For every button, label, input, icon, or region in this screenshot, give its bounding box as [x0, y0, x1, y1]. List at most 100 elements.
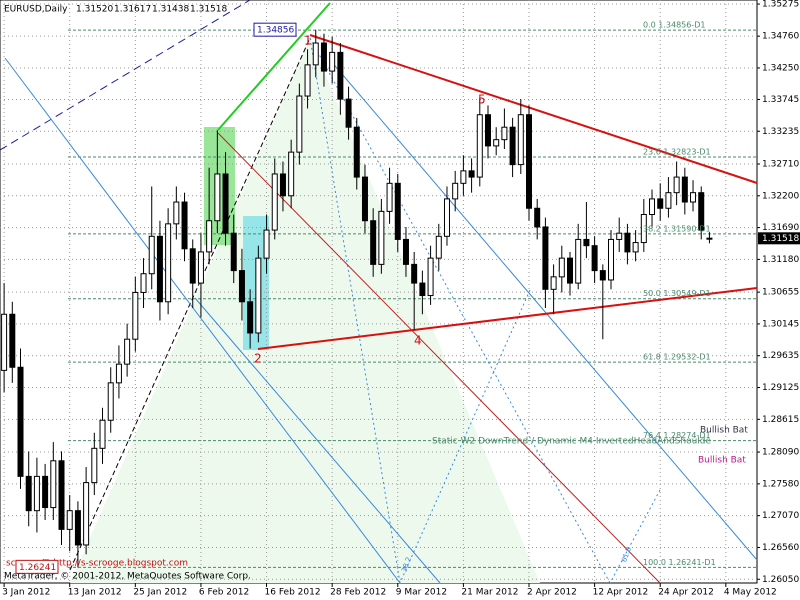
candle-body — [25, 475, 32, 512]
point-label: 4 — [414, 334, 422, 348]
candle-body — [501, 126, 508, 141]
x-tick-label: 4 May 2012 — [724, 588, 777, 598]
candle-body — [493, 139, 500, 147]
candle-body — [140, 273, 147, 293]
current-price-box — [758, 232, 800, 245]
candle-body — [33, 475, 40, 512]
fib-label: 0.0 1.34856-D1 — [643, 21, 705, 30]
header-high: 1.31617 — [114, 5, 151, 15]
header-open: 1.31520 — [76, 5, 113, 15]
candle-body — [657, 198, 664, 209]
candle-body — [673, 176, 680, 194]
y-tick-label: 1.33745 — [762, 95, 799, 105]
candle-body — [484, 114, 491, 147]
candle-body — [337, 51, 344, 100]
y-tick-label: 1.29635 — [762, 351, 799, 361]
candle-body — [649, 198, 656, 215]
candle-body — [550, 276, 557, 290]
candle-body — [435, 235, 442, 259]
y-tick-label: 1.31180 — [762, 255, 799, 265]
candle-body — [378, 210, 385, 265]
candle-body — [230, 232, 237, 272]
candle-body — [608, 238, 615, 281]
candle-body — [238, 270, 245, 303]
candle-body — [181, 201, 188, 250]
candle-body — [66, 510, 73, 530]
y-tick-label: 1.32200 — [762, 191, 799, 201]
candle-body — [402, 238, 409, 265]
y-tick-label: 1.34760 — [762, 32, 799, 42]
y-tick-label: 1.32710 — [762, 159, 799, 169]
header-low: 1.31438 — [152, 5, 189, 15]
candle-body — [353, 126, 360, 178]
candle-body — [42, 475, 49, 509]
candle-body — [99, 419, 106, 449]
candle-body — [222, 173, 229, 234]
candle-body — [58, 460, 65, 530]
candle-body — [74, 510, 81, 546]
candle-body — [320, 42, 327, 72]
candle-body — [681, 176, 688, 203]
candle-body — [288, 151, 295, 197]
price-box — [253, 22, 297, 37]
candle-body — [107, 382, 114, 421]
y-tick-label: 1.26050 — [762, 575, 799, 585]
candle-body — [616, 232, 623, 240]
fib-label: 50.0 1.30549-D1 — [643, 289, 711, 298]
y-tick-label: 1.30145 — [762, 319, 799, 329]
y-tick-label: 1.31690 — [762, 223, 799, 233]
channel-line — [194, 297, 441, 584]
x-tick-label: 2 Apr 2012 — [527, 588, 577, 598]
candle-body — [304, 64, 311, 97]
x-tick-label: 12 Apr 2012 — [593, 588, 649, 598]
candle-body — [476, 114, 483, 178]
candle-body — [312, 42, 319, 66]
diagonal-red — [217, 132, 661, 584]
y-tick-label: 1.26560 — [762, 543, 799, 553]
candle-body — [583, 238, 590, 247]
x-tick-label: 28 Feb 2012 — [330, 588, 386, 598]
y-tick-label: 1.35275 — [762, 0, 799, 10]
x-tick-label: 9 Mar 2012 — [396, 588, 447, 598]
candle-body — [247, 301, 254, 334]
candle-body — [567, 257, 574, 284]
candle-body — [575, 238, 582, 284]
candle-body — [411, 263, 418, 284]
fib-label: 61.8 1.29532-D1 — [643, 353, 711, 362]
candle-body — [296, 95, 303, 153]
point-label: 5 — [478, 93, 486, 107]
candle-body — [452, 182, 459, 200]
candle-body — [706, 237, 713, 240]
candle-body — [386, 182, 393, 212]
bat-note: Bullish Bat — [700, 426, 748, 436]
candle-body — [206, 220, 213, 253]
candle-body — [165, 223, 172, 303]
bat-note: Bullish Bat — [698, 456, 746, 466]
candle-body — [91, 447, 98, 484]
fan-line — [309, 37, 401, 584]
candle-body — [255, 257, 262, 334]
candle-body — [534, 207, 541, 228]
y-tick-label: 1.30655 — [762, 288, 799, 298]
channel-line — [4, 57, 401, 584]
y-tick-label: 1.33235 — [762, 127, 799, 137]
trend-line-green — [217, 2, 331, 131]
candle-body — [50, 460, 57, 509]
candle-body — [632, 242, 639, 253]
candle-body — [443, 198, 450, 237]
candle-body — [279, 173, 286, 197]
x-tick-label: 6 Feb 2012 — [199, 588, 249, 598]
candle-body — [690, 192, 697, 203]
y-tick-label: 1.27580 — [762, 479, 799, 489]
candle-body — [132, 291, 139, 340]
candle-body — [156, 235, 163, 303]
candle-body — [9, 313, 16, 368]
candle-body — [329, 51, 336, 72]
price-box-label: 1.34856 — [257, 26, 294, 36]
candle-body — [345, 98, 352, 128]
y-tick-label: 1.28615 — [762, 415, 799, 425]
header-close: 1.31518 — [190, 5, 227, 15]
candle-body — [189, 248, 196, 284]
candle-body — [665, 192, 672, 209]
